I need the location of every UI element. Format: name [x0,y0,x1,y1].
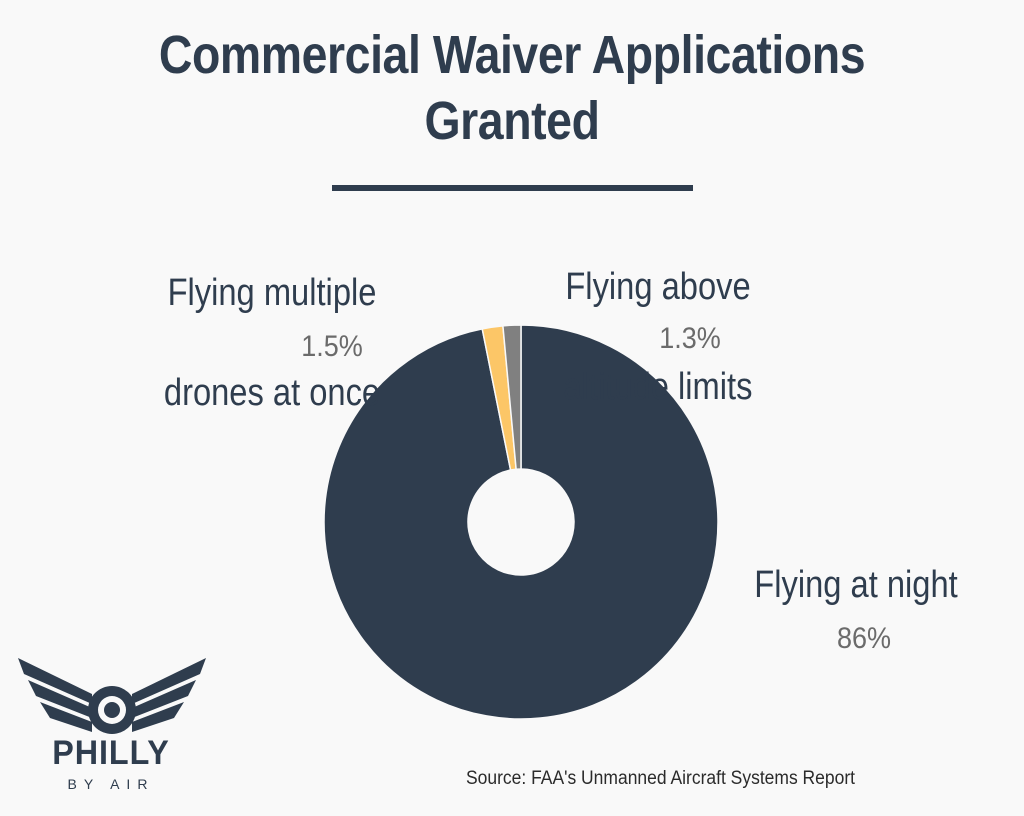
slice-flying-at-night [323,324,719,720]
slice-altitude-limits [502,324,522,471]
slice-label-multiple-drones-line1: Flying multiple [167,272,377,314]
source-note: Source: FAA's Unmanned Aircraft Systems … [466,768,856,789]
slice-value-flying-at-night: 86% [836,622,892,655]
logo-tagline: BY AIR [67,776,155,792]
slice-value-multiple-drones: 1.5% [301,330,363,363]
slice-label-multiple-drones-line2: drones at once [163,372,381,414]
winged-drone-icon [18,658,206,734]
slice-label-flying-at-night: Flying at night [754,564,958,606]
title-underline [332,185,693,191]
slice-label-altitude-limits-line2: altitude limits [563,366,753,408]
logo-wordmark: PHILLY [52,734,170,772]
slice-value-altitude-limits: 1.3% [659,322,721,355]
slice-label-altitude-limits: Flying above altitude limits [529,212,787,462]
chart-title: Commercial Waiver Applications Granted [158,25,866,151]
slice-label-multiple-drones: Flying multiple drones at once [143,218,401,468]
slice-label-altitude-limits-line1: Flying above [565,266,751,308]
